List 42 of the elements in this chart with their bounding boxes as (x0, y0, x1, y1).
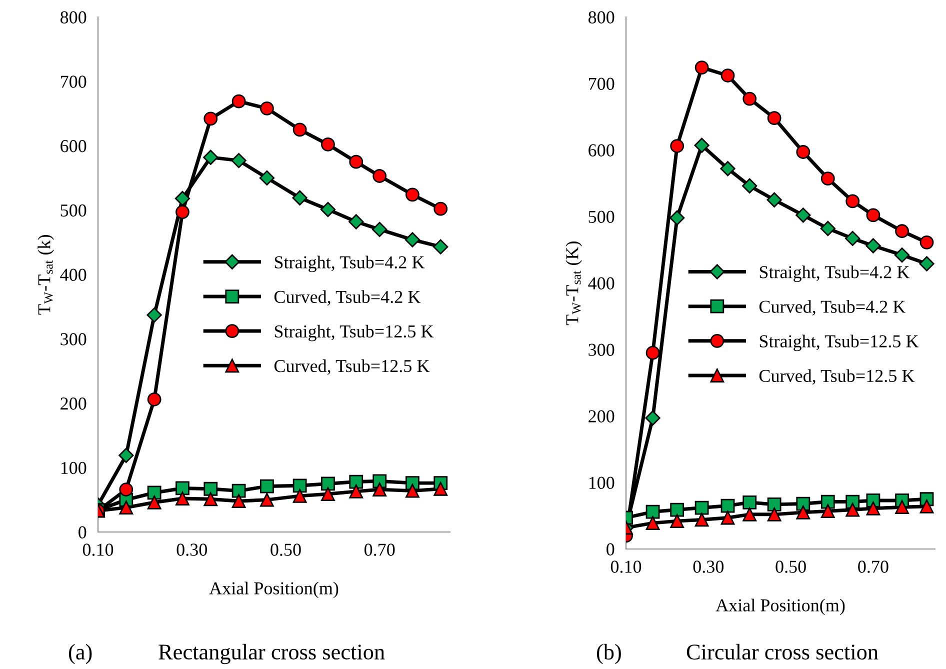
y-tick-label: 800 (60, 11, 86, 24)
x-tick-label: 0.10 (610, 560, 642, 573)
legend-label: Straight, Tsub=4.2 K (760, 266, 910, 282)
y-tick-label: 300 (588, 344, 614, 356)
x-tick-label: 0.10 (82, 544, 114, 556)
x-tick-label: 0.30 (176, 544, 207, 556)
legend-label: Curved, Tsub=12.5 K (759, 369, 915, 385)
legend-label: Curved, Tsub=4.2 K (759, 300, 906, 316)
y-tick-label: 0 (78, 526, 86, 538)
y-tick-label: 700 (60, 76, 86, 88)
y-tick-label: 600 (588, 144, 614, 156)
y-tick-label: 800 (588, 11, 614, 24)
y-tick-label: 600 (60, 140, 86, 152)
y-axis-title: T$_{W}$-T$_{sat}$ (K) (566, 241, 582, 326)
text: Rectangular cross section (158, 644, 385, 664)
legend-label: Curved, Tsub=4.2 K (274, 290, 421, 306)
y-tick-label: 500 (588, 210, 614, 223)
text: Circular cross section (686, 644, 878, 660)
y-tick-label: 100 (61, 462, 86, 474)
legend-label: Curved, Tsub=12.5 K (274, 359, 430, 375)
text: (a) (68, 644, 92, 664)
x-axis-title: Axial Position(m) (716, 598, 845, 616)
y-tick-label: 0 (606, 543, 614, 556)
x-tick-label: 0.70 (858, 560, 888, 573)
y-tick-label: 400 (588, 277, 614, 290)
y-tick-label: 200 (60, 398, 86, 410)
y-tick-label: 300 (60, 333, 86, 346)
text: (b) (596, 644, 621, 664)
x-tick-label: 0.70 (364, 544, 395, 556)
x-tick-label: 0.50 (270, 544, 301, 556)
legend-label: Straight, Tsub=4.2 K (274, 256, 425, 272)
y-tick-label: 400 (60, 268, 86, 281)
y-tick-label: 700 (588, 78, 614, 90)
y-tick-label: 100 (589, 476, 614, 489)
x-axis-title: Axial Position(m) (209, 582, 338, 598)
x-tick-label: 0.30 (693, 560, 724, 573)
y-tick-label: 500 (60, 204, 86, 217)
legend-label: Straight, Tsub=12.5 K (274, 324, 434, 342)
x-tick-label: 0.50 (776, 560, 806, 573)
y-axis-title: T$_{W}$-T$_{sat}$ (k) (38, 235, 54, 315)
legend-label: Straight, Tsub=12.5 K (760, 334, 919, 352)
y-tick-label: 200 (588, 410, 614, 422)
